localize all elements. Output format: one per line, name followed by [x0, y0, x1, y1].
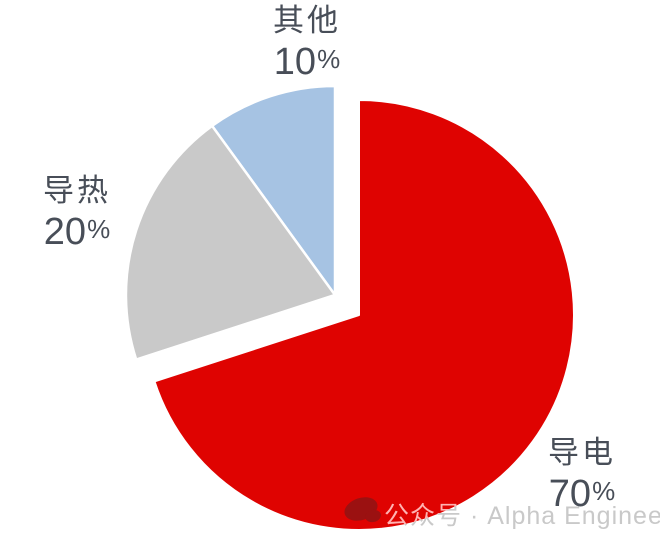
slice-label-pct: 20%	[2, 212, 152, 255]
percent-sign: %	[317, 44, 341, 74]
percent-sign: %	[592, 476, 616, 506]
pct-digits: 70	[548, 473, 592, 515]
slice-label-pct: 10%	[232, 42, 382, 85]
pct-digits: 20	[43, 211, 87, 253]
slice-label-name: 其他	[273, 3, 341, 38]
slice-label-other: 其他 10%	[232, 0, 382, 85]
percent-sign: %	[87, 214, 111, 244]
pie-slice-thermal	[124, 124, 337, 361]
slice-label-pct: 70%	[507, 474, 657, 517]
slice-label-thermal: 导热 20%	[2, 170, 152, 255]
pct-digits: 10	[273, 41, 317, 83]
pie-slice-conductive	[153, 99, 575, 531]
pie-slice-other	[210, 84, 337, 297]
slice-label-conductive: 导电 70%	[507, 432, 657, 517]
watermark-logo-icon	[344, 497, 381, 523]
watermark-text: 公众号 · Alpha Engineer	[384, 502, 660, 530]
slice-label-name: 导热	[43, 173, 111, 208]
slice-label-name: 导电	[548, 435, 616, 470]
